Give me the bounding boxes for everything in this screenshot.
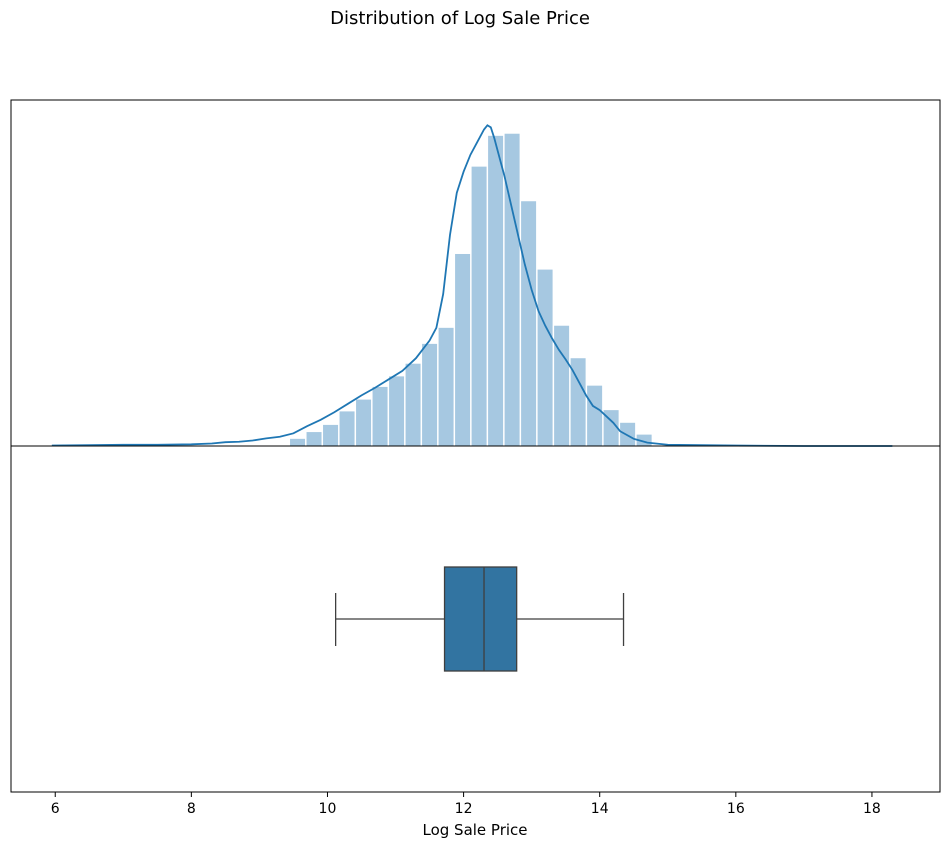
histogram-panel	[51, 124, 893, 447]
histogram-bar-14	[521, 201, 537, 446]
x-tick-label-8: 8	[187, 801, 196, 817]
histogram-bar-17	[570, 358, 586, 446]
x-tick-label-18: 18	[863, 801, 881, 817]
histogram-bar-11	[471, 166, 487, 446]
histogram-bar-3	[339, 411, 355, 446]
boxplot-axes-frame	[10, 445, 941, 793]
histogram-bar-12	[488, 135, 504, 446]
histogram-bar-21	[636, 434, 652, 446]
histogram-bar-5	[372, 386, 388, 446]
histogram-bar-10	[455, 253, 471, 446]
iqr-box	[443, 566, 518, 672]
x-tick-label-10: 10	[319, 801, 337, 817]
histogram-bar-2	[323, 424, 339, 446]
histogram-bar-15	[537, 269, 553, 446]
x-tick-label-12: 12	[455, 801, 473, 817]
histogram-bar-4	[356, 399, 372, 446]
x-tick-label-16: 16	[727, 801, 745, 817]
chart-title: Distribution of Log Sale Price	[330, 8, 590, 29]
histogram-bar-9	[438, 327, 454, 446]
histogram-bar-7	[405, 363, 421, 446]
histogram-bar-6	[389, 376, 405, 446]
histogram-bar-16	[554, 325, 570, 446]
kde-curve	[51, 124, 893, 447]
histogram-bar-0	[290, 438, 306, 446]
x-tick-label-6: 6	[51, 801, 60, 817]
histogram-bar-18	[587, 385, 603, 446]
boxplot-panel	[334, 566, 625, 672]
histogram-bar-13	[504, 133, 520, 446]
histogram-bars	[290, 133, 652, 446]
histogram-bar-19	[603, 410, 619, 446]
histogram-bar-8	[422, 343, 438, 446]
x-axis-label: Log Sale Price	[422, 821, 527, 839]
x-tick-label-14: 14	[591, 801, 609, 817]
x-axis: 6 8 10 12 14 16 18	[51, 792, 881, 817]
histogram-bar-1	[306, 432, 322, 446]
